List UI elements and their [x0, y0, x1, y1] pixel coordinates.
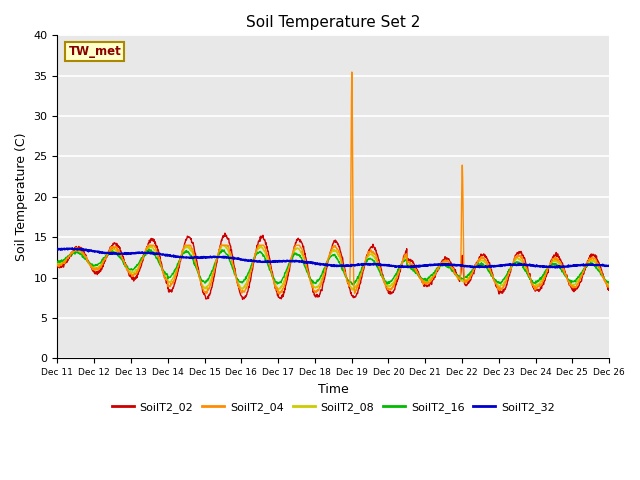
SoilT2_08: [420, 277, 428, 283]
Legend: SoilT2_02, SoilT2_04, SoilT2_08, SoilT2_16, SoilT2_32: SoilT2_02, SoilT2_04, SoilT2_08, SoilT2_…: [108, 397, 559, 417]
Line: SoilT2_02: SoilT2_02: [58, 233, 609, 300]
SoilT2_32: [540, 264, 548, 270]
SoilT2_02: [541, 278, 548, 284]
SoilT2_08: [176, 256, 184, 262]
SoilT2_04: [276, 291, 284, 297]
SoilT2_08: [541, 273, 548, 278]
SoilT2_16: [177, 255, 184, 261]
SoilT2_32: [238, 257, 246, 263]
SoilT2_02: [176, 257, 184, 263]
SoilT2_32: [54, 246, 61, 252]
SoilT2_16: [349, 282, 356, 288]
SoilT2_02: [221, 230, 228, 236]
SoilT2_32: [177, 254, 184, 260]
SoilT2_02: [492, 282, 499, 288]
SoilT2_04: [54, 261, 61, 267]
Line: SoilT2_32: SoilT2_32: [58, 248, 609, 268]
SoilT2_32: [492, 264, 499, 269]
Title: Soil Temperature Set 2: Soil Temperature Set 2: [246, 15, 420, 30]
SoilT2_04: [348, 69, 356, 75]
Text: TW_met: TW_met: [68, 45, 121, 58]
SoilT2_32: [605, 263, 613, 269]
SoilT2_16: [541, 269, 548, 275]
SoilT2_08: [54, 261, 61, 266]
SoilT2_32: [163, 253, 171, 259]
SoilT2_02: [239, 297, 246, 302]
SoilT2_08: [275, 287, 282, 293]
SoilT2_04: [605, 284, 613, 289]
Line: SoilT2_16: SoilT2_16: [58, 250, 609, 285]
SoilT2_02: [54, 263, 61, 269]
SoilT2_04: [163, 277, 170, 283]
SoilT2_08: [238, 286, 246, 292]
Line: SoilT2_08: SoilT2_08: [58, 245, 609, 290]
SoilT2_16: [238, 280, 246, 286]
SoilT2_32: [68, 245, 76, 251]
SoilT2_32: [551, 265, 559, 271]
Y-axis label: Soil Temperature (C): Soil Temperature (C): [15, 132, 28, 261]
SoilT2_16: [163, 272, 171, 278]
SoilT2_16: [492, 277, 499, 283]
X-axis label: Time: Time: [318, 383, 349, 396]
SoilT2_04: [541, 274, 548, 279]
SoilT2_32: [419, 263, 427, 269]
SoilT2_02: [605, 286, 613, 292]
SoilT2_08: [492, 280, 499, 286]
Line: SoilT2_04: SoilT2_04: [58, 72, 609, 294]
SoilT2_04: [492, 281, 499, 287]
SoilT2_04: [176, 258, 184, 264]
SoilT2_08: [219, 242, 227, 248]
SoilT2_04: [238, 290, 246, 296]
SoilT2_16: [54, 260, 61, 265]
SoilT2_04: [420, 278, 428, 284]
SoilT2_02: [420, 279, 428, 285]
SoilT2_08: [163, 275, 170, 281]
SoilT2_16: [605, 279, 613, 285]
SoilT2_02: [163, 279, 170, 285]
SoilT2_16: [420, 277, 428, 283]
SoilT2_02: [238, 295, 246, 300]
SoilT2_16: [145, 247, 153, 252]
SoilT2_08: [605, 281, 613, 287]
